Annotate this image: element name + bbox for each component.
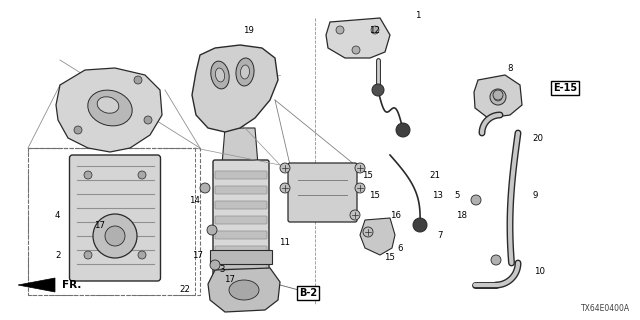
FancyBboxPatch shape [70, 155, 161, 281]
Ellipse shape [236, 58, 254, 86]
Text: 2: 2 [55, 251, 61, 260]
Circle shape [493, 90, 503, 100]
Text: 19: 19 [243, 26, 253, 35]
Polygon shape [326, 18, 390, 58]
Circle shape [93, 214, 137, 258]
Text: 20: 20 [532, 133, 543, 142]
Text: 18: 18 [456, 211, 467, 220]
Polygon shape [360, 218, 395, 255]
Circle shape [84, 171, 92, 179]
Circle shape [74, 126, 82, 134]
Circle shape [494, 93, 502, 101]
FancyBboxPatch shape [215, 216, 267, 224]
Circle shape [207, 225, 217, 235]
Circle shape [350, 210, 360, 220]
Text: 7: 7 [437, 230, 443, 239]
Circle shape [138, 251, 146, 259]
Circle shape [144, 116, 152, 124]
FancyBboxPatch shape [288, 163, 357, 222]
Ellipse shape [216, 68, 225, 82]
Text: 14: 14 [189, 196, 200, 204]
Circle shape [280, 183, 290, 193]
Text: 11: 11 [280, 237, 291, 246]
Text: 8: 8 [508, 63, 513, 73]
Text: 21: 21 [429, 171, 440, 180]
Polygon shape [18, 278, 55, 292]
Circle shape [371, 26, 379, 34]
Circle shape [355, 183, 365, 193]
Text: 3: 3 [220, 266, 225, 275]
Text: 15: 15 [369, 190, 381, 199]
Ellipse shape [88, 90, 132, 126]
Circle shape [355, 163, 365, 173]
Circle shape [471, 195, 481, 205]
FancyBboxPatch shape [215, 171, 267, 179]
FancyBboxPatch shape [215, 261, 267, 269]
Text: 4: 4 [54, 211, 60, 220]
Text: 17: 17 [193, 251, 204, 260]
Ellipse shape [211, 61, 229, 89]
Text: 9: 9 [532, 190, 538, 199]
Text: 22: 22 [179, 285, 191, 294]
Circle shape [491, 255, 501, 265]
Polygon shape [208, 268, 280, 312]
Ellipse shape [229, 280, 259, 300]
Circle shape [352, 46, 360, 54]
Circle shape [372, 84, 384, 96]
Circle shape [84, 251, 92, 259]
FancyBboxPatch shape [215, 186, 267, 194]
Text: TX64E0400A: TX64E0400A [581, 304, 630, 313]
Circle shape [336, 26, 344, 34]
Text: 5: 5 [454, 190, 460, 199]
Polygon shape [474, 75, 522, 118]
Text: 15: 15 [385, 253, 396, 262]
Text: 17: 17 [225, 276, 236, 284]
FancyBboxPatch shape [215, 246, 267, 254]
Text: 13: 13 [433, 190, 444, 199]
Circle shape [210, 260, 220, 270]
Circle shape [413, 218, 427, 232]
Polygon shape [192, 45, 278, 132]
Circle shape [363, 227, 373, 237]
Circle shape [396, 123, 410, 137]
Text: 10: 10 [534, 268, 545, 276]
Text: 12: 12 [369, 26, 381, 35]
FancyBboxPatch shape [210, 250, 272, 264]
Ellipse shape [241, 65, 250, 79]
Circle shape [134, 76, 142, 84]
Text: 1: 1 [415, 11, 420, 20]
Ellipse shape [213, 273, 269, 287]
Text: B-2: B-2 [299, 288, 317, 298]
Text: FR.: FR. [62, 280, 81, 290]
Circle shape [105, 226, 125, 246]
FancyBboxPatch shape [215, 201, 267, 209]
Text: E-15: E-15 [553, 83, 577, 93]
Ellipse shape [97, 97, 119, 113]
Circle shape [200, 183, 210, 193]
FancyBboxPatch shape [215, 231, 267, 239]
Text: 17: 17 [95, 220, 106, 229]
Text: 6: 6 [397, 244, 403, 252]
FancyBboxPatch shape [213, 160, 269, 282]
Text: 16: 16 [390, 211, 401, 220]
Polygon shape [222, 128, 258, 165]
Circle shape [138, 171, 146, 179]
Text: 15: 15 [362, 171, 374, 180]
Circle shape [490, 89, 506, 105]
Polygon shape [56, 68, 162, 152]
Circle shape [280, 163, 290, 173]
